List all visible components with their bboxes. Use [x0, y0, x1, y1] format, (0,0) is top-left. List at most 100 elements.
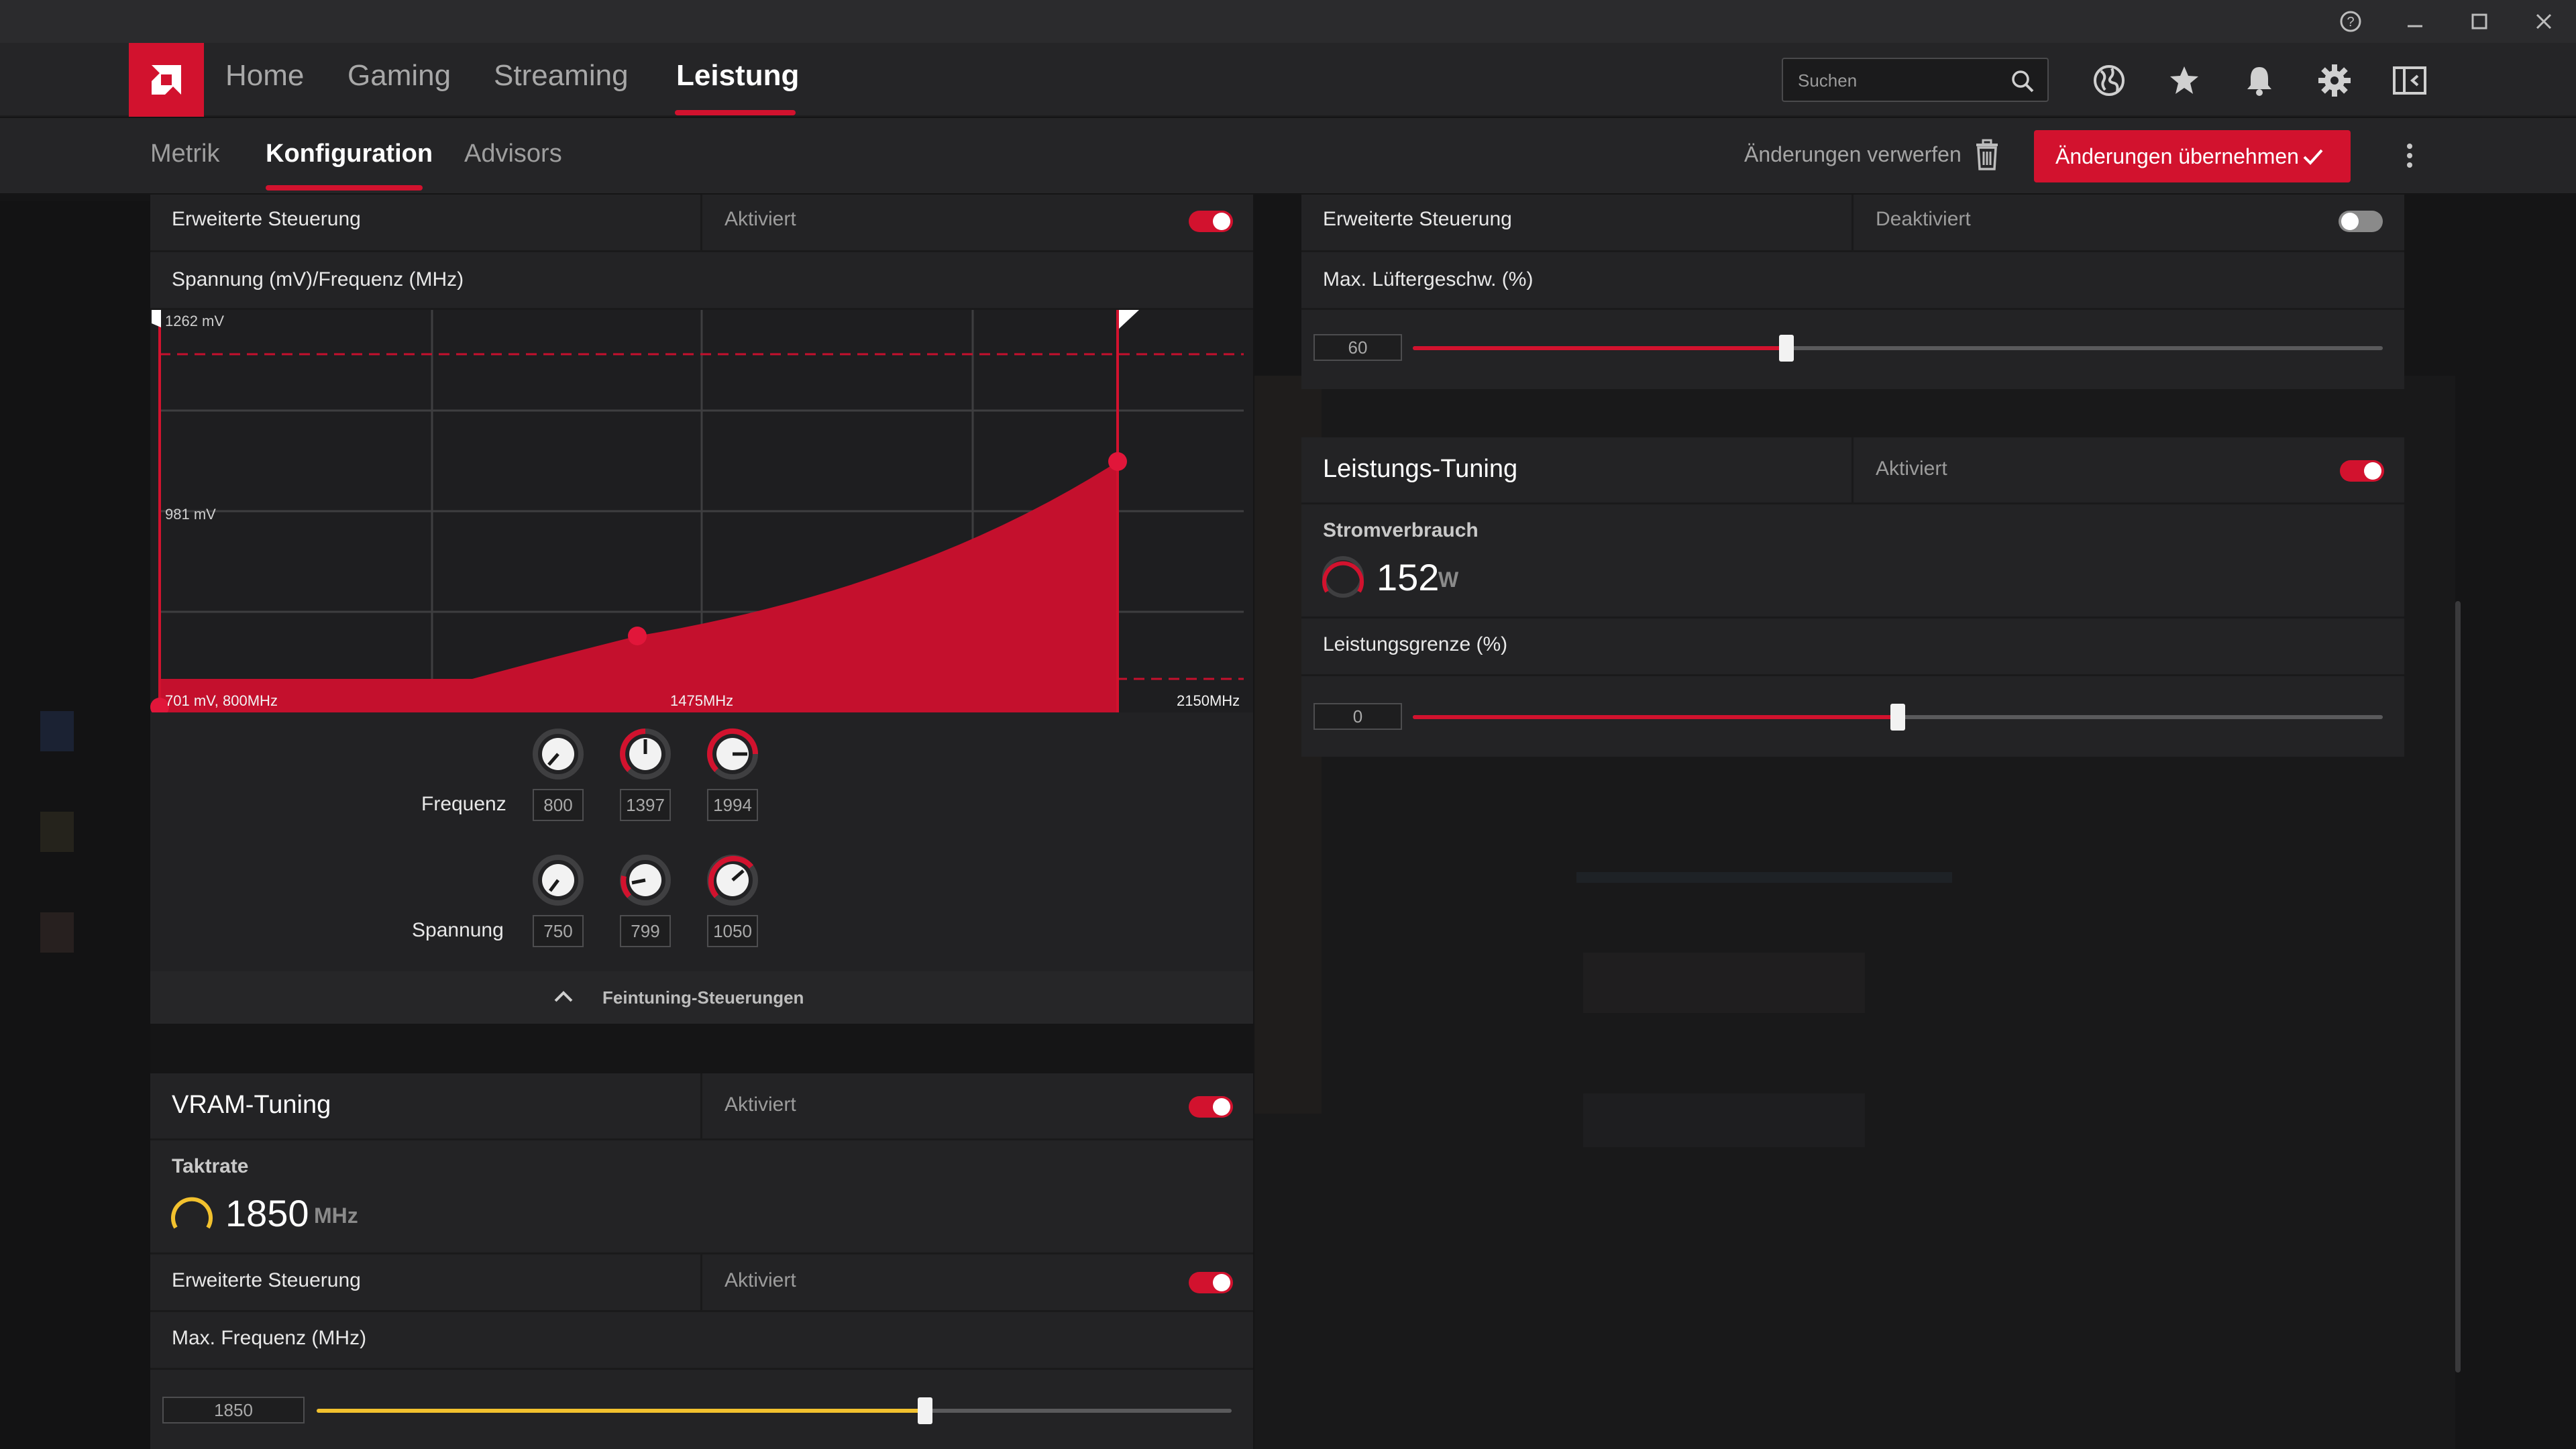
- voltage-value-1[interactable]: 750: [533, 915, 584, 947]
- voltage-knob-2[interactable]: [617, 852, 674, 908]
- power-limit-row: Leistungsgrenze (%): [1301, 619, 2404, 676]
- curve-mid-label: 981 mV: [165, 506, 216, 523]
- frequency-knob-2[interactable]: [617, 726, 674, 782]
- row-divider: [1851, 437, 1854, 502]
- trash-icon[interactable]: [1972, 138, 2002, 172]
- vram-clock-label: Taktrate: [172, 1155, 249, 1177]
- voltage-label: Spannung: [412, 919, 504, 941]
- fan-slider-thumb[interactable]: [1779, 335, 1794, 362]
- frequency-label: Frequenz: [421, 793, 506, 815]
- search-input[interactable]: [1798, 66, 1999, 95]
- background-overlay: [40, 912, 74, 953]
- voltage-knob-3[interactable]: [704, 852, 761, 908]
- advanced-control-toggle[interactable]: [1189, 211, 1233, 232]
- checkmark-icon: [2303, 149, 2323, 165]
- vram-advanced-status: Aktiviert: [724, 1269, 796, 1291]
- power-slider-thumb[interactable]: [1890, 704, 1905, 731]
- minimize-icon[interactable]: [2383, 0, 2447, 43]
- vram-title: VRAM-Tuning: [172, 1091, 331, 1119]
- nav-tab-leistung[interactable]: Leistung: [676, 59, 800, 92]
- globe-icon[interactable]: [2090, 62, 2128, 99]
- frequency-value-1[interactable]: 800: [533, 789, 584, 821]
- curve-title: Spannung (mV)/Frequenz (MHz): [172, 268, 464, 290]
- vram-clock-gauge-icon: [171, 1197, 213, 1229]
- vram-advanced-label: Erweiterte Steuerung: [172, 1269, 361, 1291]
- more-options-icon[interactable]: [2402, 137, 2418, 174]
- curve-title-row: Spannung (mV)/Frequenz (MHz): [150, 252, 1253, 310]
- gear-icon[interactable]: [2316, 62, 2353, 99]
- row-divider: [700, 195, 702, 250]
- fan-advanced-row: Erweiterte Steuerung Deaktiviert: [1301, 195, 2404, 252]
- nav-tab-home[interactable]: Home: [225, 59, 305, 92]
- min-frequency-handle[interactable]: [152, 310, 161, 327]
- vram-max-freq-input[interactable]: 1850: [162, 1397, 305, 1424]
- search-icon[interactable]: [2010, 68, 2035, 94]
- vram-slider-fill: [317, 1409, 925, 1413]
- fan-tuning-panel: Erweiterte Steuerung Deaktiviert Max. Lü…: [1301, 195, 2404, 389]
- vram-advanced-toggle[interactable]: [1189, 1272, 1233, 1293]
- fan-max-speed-slider[interactable]: [1413, 335, 2383, 362]
- voltage-value-2[interactable]: 799: [620, 915, 671, 947]
- scrollbar[interactable]: [2455, 601, 2461, 1373]
- curve-bottom-right-label: 2150MHz: [1177, 692, 1240, 709]
- sub-tab-metrik[interactable]: Metrik: [150, 140, 220, 168]
- title-bar: ?: [0, 0, 2576, 43]
- frequency-knob-3[interactable]: [704, 726, 761, 782]
- advanced-control-row: Erweiterte Steuerung Aktiviert: [150, 195, 1253, 252]
- power-consumption-label: Stromverbrauch: [1323, 519, 1479, 541]
- voltage-value-3[interactable]: 1050: [707, 915, 758, 947]
- frequency-knob-1[interactable]: [530, 726, 586, 782]
- row-divider: [700, 1254, 702, 1310]
- frequency-value-2[interactable]: 1397: [620, 789, 671, 821]
- close-icon[interactable]: [2512, 0, 2576, 43]
- sub-tab-konfiguration[interactable]: Konfiguration: [266, 140, 433, 168]
- apply-changes-button[interactable]: Änderungen übernehmen: [2034, 130, 2351, 182]
- fan-advanced-toggle[interactable]: [2339, 211, 2383, 232]
- fine-tuning-label: Feintuning-Steuerungen: [602, 987, 804, 1008]
- help-icon[interactable]: ?: [2318, 0, 2383, 43]
- fan-max-speed-input[interactable]: 60: [1313, 334, 1402, 361]
- star-icon[interactable]: [2165, 62, 2203, 99]
- power-toggle[interactable]: [2340, 460, 2384, 482]
- power-tuning-panel: Leistungs-Tuning Aktiviert Stromverbrauc…: [1301, 437, 2404, 757]
- search-box[interactable]: [1782, 58, 2049, 102]
- background-overlay: [0, 201, 150, 1449]
- sub-navigation: Metrik Konfiguration Advisors Änderungen…: [0, 118, 2576, 193]
- apply-changes-label: Änderungen übernehmen: [2055, 144, 2299, 168]
- discard-changes-button[interactable]: Änderungen verwerfen: [1744, 142, 1962, 166]
- main-navigation: Home Gaming Streaming Leistung: [0, 43, 2576, 117]
- svg-text:?: ?: [2347, 15, 2354, 30]
- chevron-up-icon: [554, 991, 573, 1002]
- curve-point-2[interactable]: [628, 627, 647, 645]
- power-limit-slider[interactable]: [1413, 704, 2383, 731]
- vram-slider-thumb[interactable]: [918, 1397, 932, 1424]
- vram-clock-value: 1850: [225, 1192, 309, 1234]
- vram-toggle[interactable]: [1189, 1096, 1233, 1118]
- bell-icon[interactable]: [2241, 62, 2278, 99]
- frequency-value-3[interactable]: 1994: [707, 789, 758, 821]
- nav-tab-gaming[interactable]: Gaming: [347, 59, 451, 92]
- vram-header-row: VRAM-Tuning Aktiviert: [150, 1073, 1253, 1140]
- sub-tab-advisors[interactable]: Advisors: [464, 140, 562, 168]
- row-divider: [700, 1073, 702, 1138]
- curve-point-1[interactable]: [150, 698, 169, 712]
- curve-point-3[interactable]: [1108, 452, 1127, 471]
- layout-toggle-icon[interactable]: [2391, 62, 2428, 99]
- power-status: Aktiviert: [1876, 458, 1947, 480]
- advanced-control-label: Erweiterte Steuerung: [172, 208, 361, 230]
- fan-max-speed-row: Max. Lüftergeschw. (%): [1301, 252, 2404, 310]
- curve-area: [160, 462, 1118, 712]
- power-limit-input[interactable]: 0: [1313, 703, 1402, 730]
- max-frequency-handle[interactable]: [1119, 310, 1139, 329]
- voltage-knob-1[interactable]: [530, 852, 586, 908]
- power-slider-fill: [1413, 715, 1898, 719]
- fine-tuning-toggle-row[interactable]: Feintuning-Steuerungen: [150, 971, 1253, 1024]
- amd-logo-icon[interactable]: [129, 43, 204, 117]
- vram-max-freq-slider[interactable]: [317, 1397, 1232, 1424]
- power-consumption-value: 152: [1377, 556, 1440, 598]
- maximize-icon[interactable]: [2447, 0, 2512, 43]
- voltage-frequency-curve[interactable]: 1262 mV 981 mV 701 mV, 800MHz 1475MHz 21…: [150, 310, 1253, 712]
- nav-tab-streaming[interactable]: Streaming: [494, 59, 629, 92]
- power-consumption-gauge-icon: [1322, 556, 1364, 598]
- power-consumption-row: Stromverbrauch 152 W: [1301, 504, 2404, 619]
